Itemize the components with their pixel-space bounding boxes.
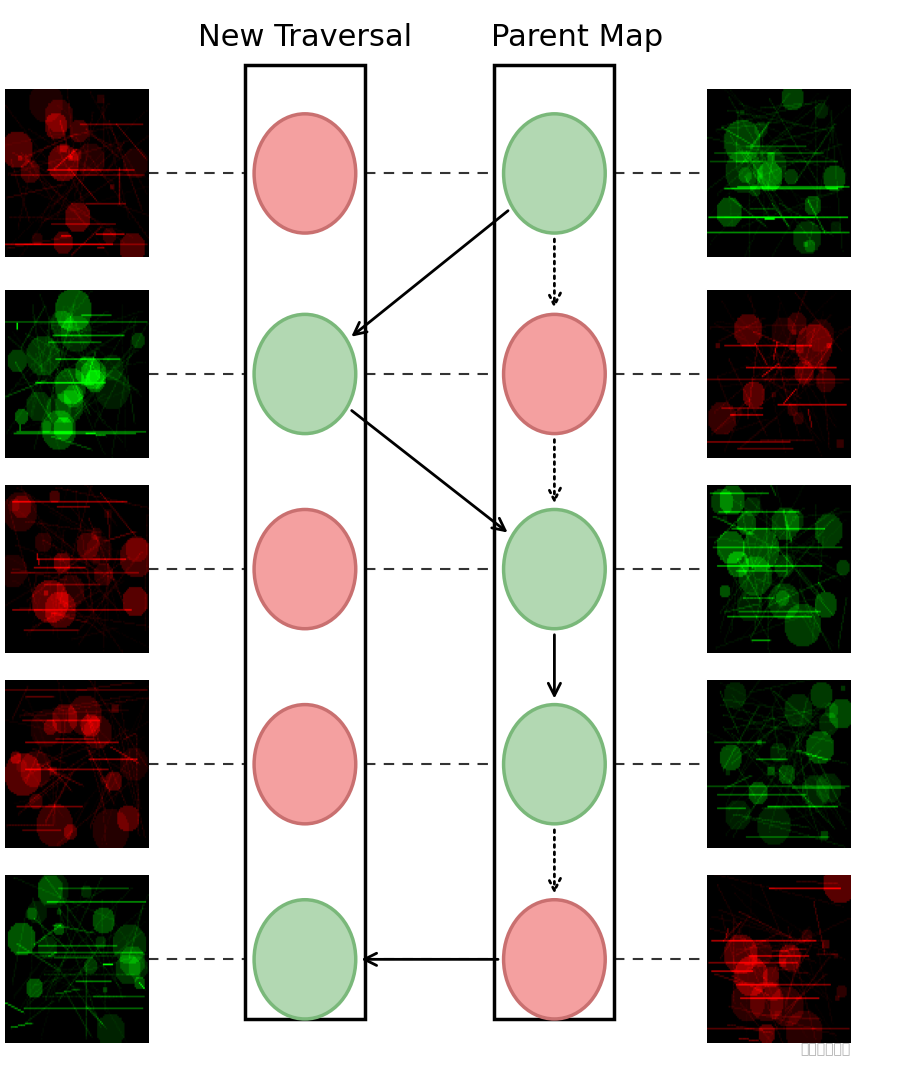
Circle shape [254, 705, 356, 824]
Circle shape [254, 314, 356, 434]
Circle shape [504, 705, 605, 824]
Circle shape [504, 900, 605, 1019]
Circle shape [254, 900, 356, 1019]
Text: Parent Map: Parent Map [492, 24, 663, 52]
FancyBboxPatch shape [494, 65, 614, 1019]
Text: New Traversal: New Traversal [198, 24, 412, 52]
Circle shape [504, 509, 605, 629]
FancyBboxPatch shape [245, 65, 365, 1019]
Circle shape [504, 314, 605, 434]
Circle shape [504, 114, 605, 233]
Circle shape [254, 509, 356, 629]
Text: 自动驾驶之心: 自动驾驶之心 [800, 1043, 850, 1056]
Circle shape [254, 114, 356, 233]
